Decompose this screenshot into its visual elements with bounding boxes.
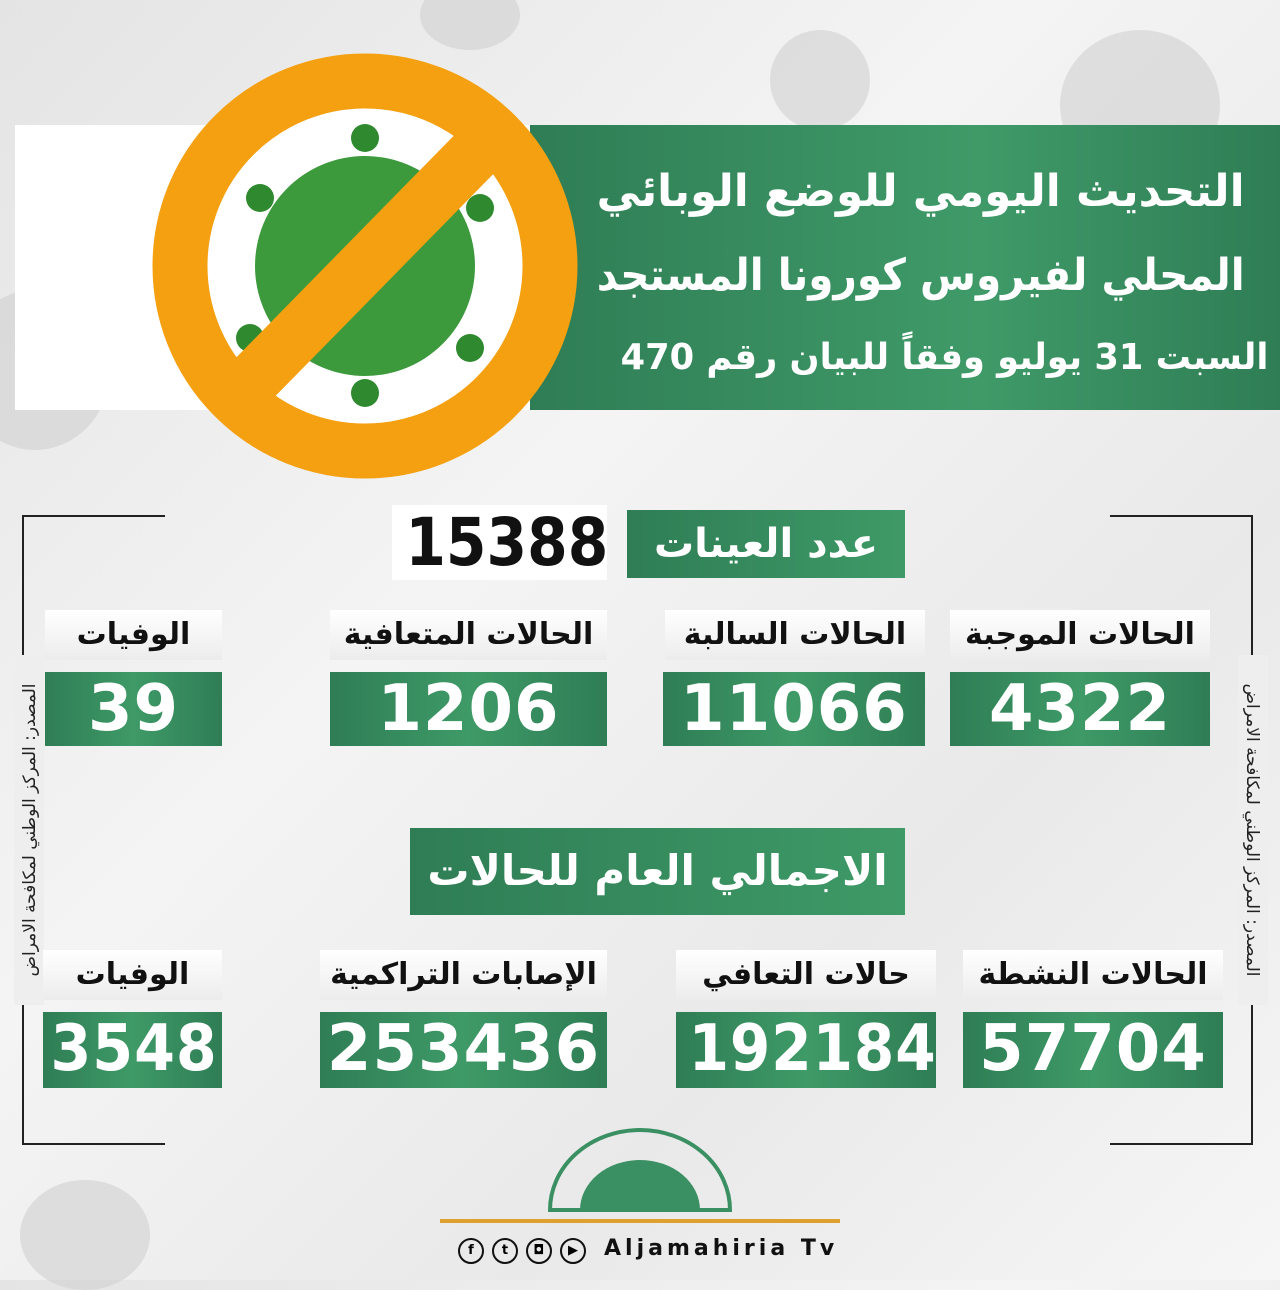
total-deaths-label-text: الوفيات bbox=[75, 957, 190, 992]
total-active-label: الحالات النشطة bbox=[963, 950, 1223, 1000]
daily-deaths-value-text: 39 bbox=[87, 672, 180, 746]
source-right: المصدر: المركز الوطني لمكافحة الامراض bbox=[1242, 683, 1262, 977]
daily-negative-label-text: الحالات السالبة bbox=[683, 617, 907, 652]
daily-positive-value: 4322 bbox=[950, 672, 1210, 746]
total-active-label-text: الحالات النشطة bbox=[978, 957, 1208, 992]
total-deaths-value: 3548 bbox=[43, 1012, 222, 1088]
total-recovery-value-text: 192184 bbox=[688, 1012, 937, 1086]
daily-negative-label: الحالات السالبة bbox=[665, 610, 925, 660]
total-recovery-label-text: حالات التعافي bbox=[702, 957, 910, 992]
samples-label: عدد العينات bbox=[627, 510, 905, 578]
youtube-icon[interactable]: ▶ bbox=[560, 1238, 586, 1264]
daily-deaths-label: الوفيات bbox=[45, 610, 222, 660]
source-left: المصدر: المركز الوطني لمكافحة الامراض bbox=[20, 683, 40, 977]
samples-label-text: عدد العينات bbox=[653, 521, 879, 567]
daily-positive-label: الحالات الموجبة bbox=[950, 610, 1210, 660]
daily-recovered-value: 1206 bbox=[330, 672, 607, 746]
aljamahiria-logo bbox=[547, 1128, 733, 1212]
no-virus-icon bbox=[152, 53, 578, 479]
daily-recovered-value-text: 1206 bbox=[377, 672, 560, 746]
header-title-line1-text: التحديث اليومي للوضع الوبائي bbox=[596, 166, 1245, 217]
daily-positive-value-text: 4322 bbox=[988, 672, 1172, 746]
virus-bg-icon bbox=[770, 30, 870, 130]
header-title-line1: التحديث اليومي للوضع الوبائي bbox=[585, 162, 1245, 222]
total-active-value-text: 57704 bbox=[979, 1012, 1207, 1086]
header-subtitle: السبت 31 يوليو وفقاً للبيان رقم 470 bbox=[608, 333, 1268, 383]
total-active-value: 57704 bbox=[963, 1012, 1223, 1088]
total-cumulative-label-text: الإصابات التراكمية bbox=[330, 957, 597, 992]
virus-bg-icon bbox=[420, 0, 520, 50]
header-band bbox=[530, 125, 1280, 410]
daily-negative-value-text: 11066 bbox=[680, 672, 908, 746]
daily-deaths-value: 39 bbox=[45, 672, 222, 746]
daily-positive-label-text: الحالات الموجبة bbox=[965, 617, 1195, 652]
header-subtitle-text: السبت 31 يوليو وفقاً للبيان رقم 470 bbox=[620, 337, 1268, 378]
source-left-gap bbox=[14, 655, 44, 1005]
source-right-gap bbox=[1238, 655, 1268, 1005]
total-recovery-value: 192184 bbox=[676, 1012, 936, 1088]
samples-value-text: 15388 bbox=[405, 504, 609, 581]
total-cumulative-value-text: 253436 bbox=[326, 1012, 601, 1086]
daily-negative-value: 11066 bbox=[663, 672, 925, 746]
header-title-line2: المحلي لفيروس كورونا المستجد bbox=[585, 246, 1245, 306]
header-title-line2-text: المحلي لفيروس كورونا المستجد bbox=[597, 250, 1245, 301]
twitter-icon[interactable]: t bbox=[492, 1238, 518, 1264]
total-deaths-value-text: 3548 bbox=[50, 1012, 218, 1086]
total-recovery-label: حالات التعافي bbox=[676, 950, 936, 1000]
daily-recovered-label: الحالات المتعافية bbox=[330, 610, 607, 660]
daily-recovered-label-text: الحالات المتعافية bbox=[343, 617, 594, 652]
total-deaths-label: الوفيات bbox=[43, 950, 222, 1000]
daily-deaths-label-text: الوفيات bbox=[76, 617, 191, 652]
instagram-icon[interactable]: ◘ bbox=[526, 1238, 552, 1264]
total-cumulative-value: 253436 bbox=[320, 1012, 607, 1088]
facebook-icon[interactable]: f bbox=[458, 1238, 484, 1264]
total-cumulative-label: الإصابات التراكمية bbox=[320, 950, 607, 1000]
footer-divider bbox=[440, 1219, 840, 1223]
samples-value: 15388 bbox=[392, 504, 609, 581]
brand-name: Aljamahiria Tv bbox=[604, 1236, 839, 1261]
totals-title-text: الاجمالي العام للحالات bbox=[427, 846, 888, 895]
totals-title: الاجمالي العام للحالات bbox=[410, 828, 905, 915]
virus-bg-icon bbox=[20, 1180, 150, 1290]
